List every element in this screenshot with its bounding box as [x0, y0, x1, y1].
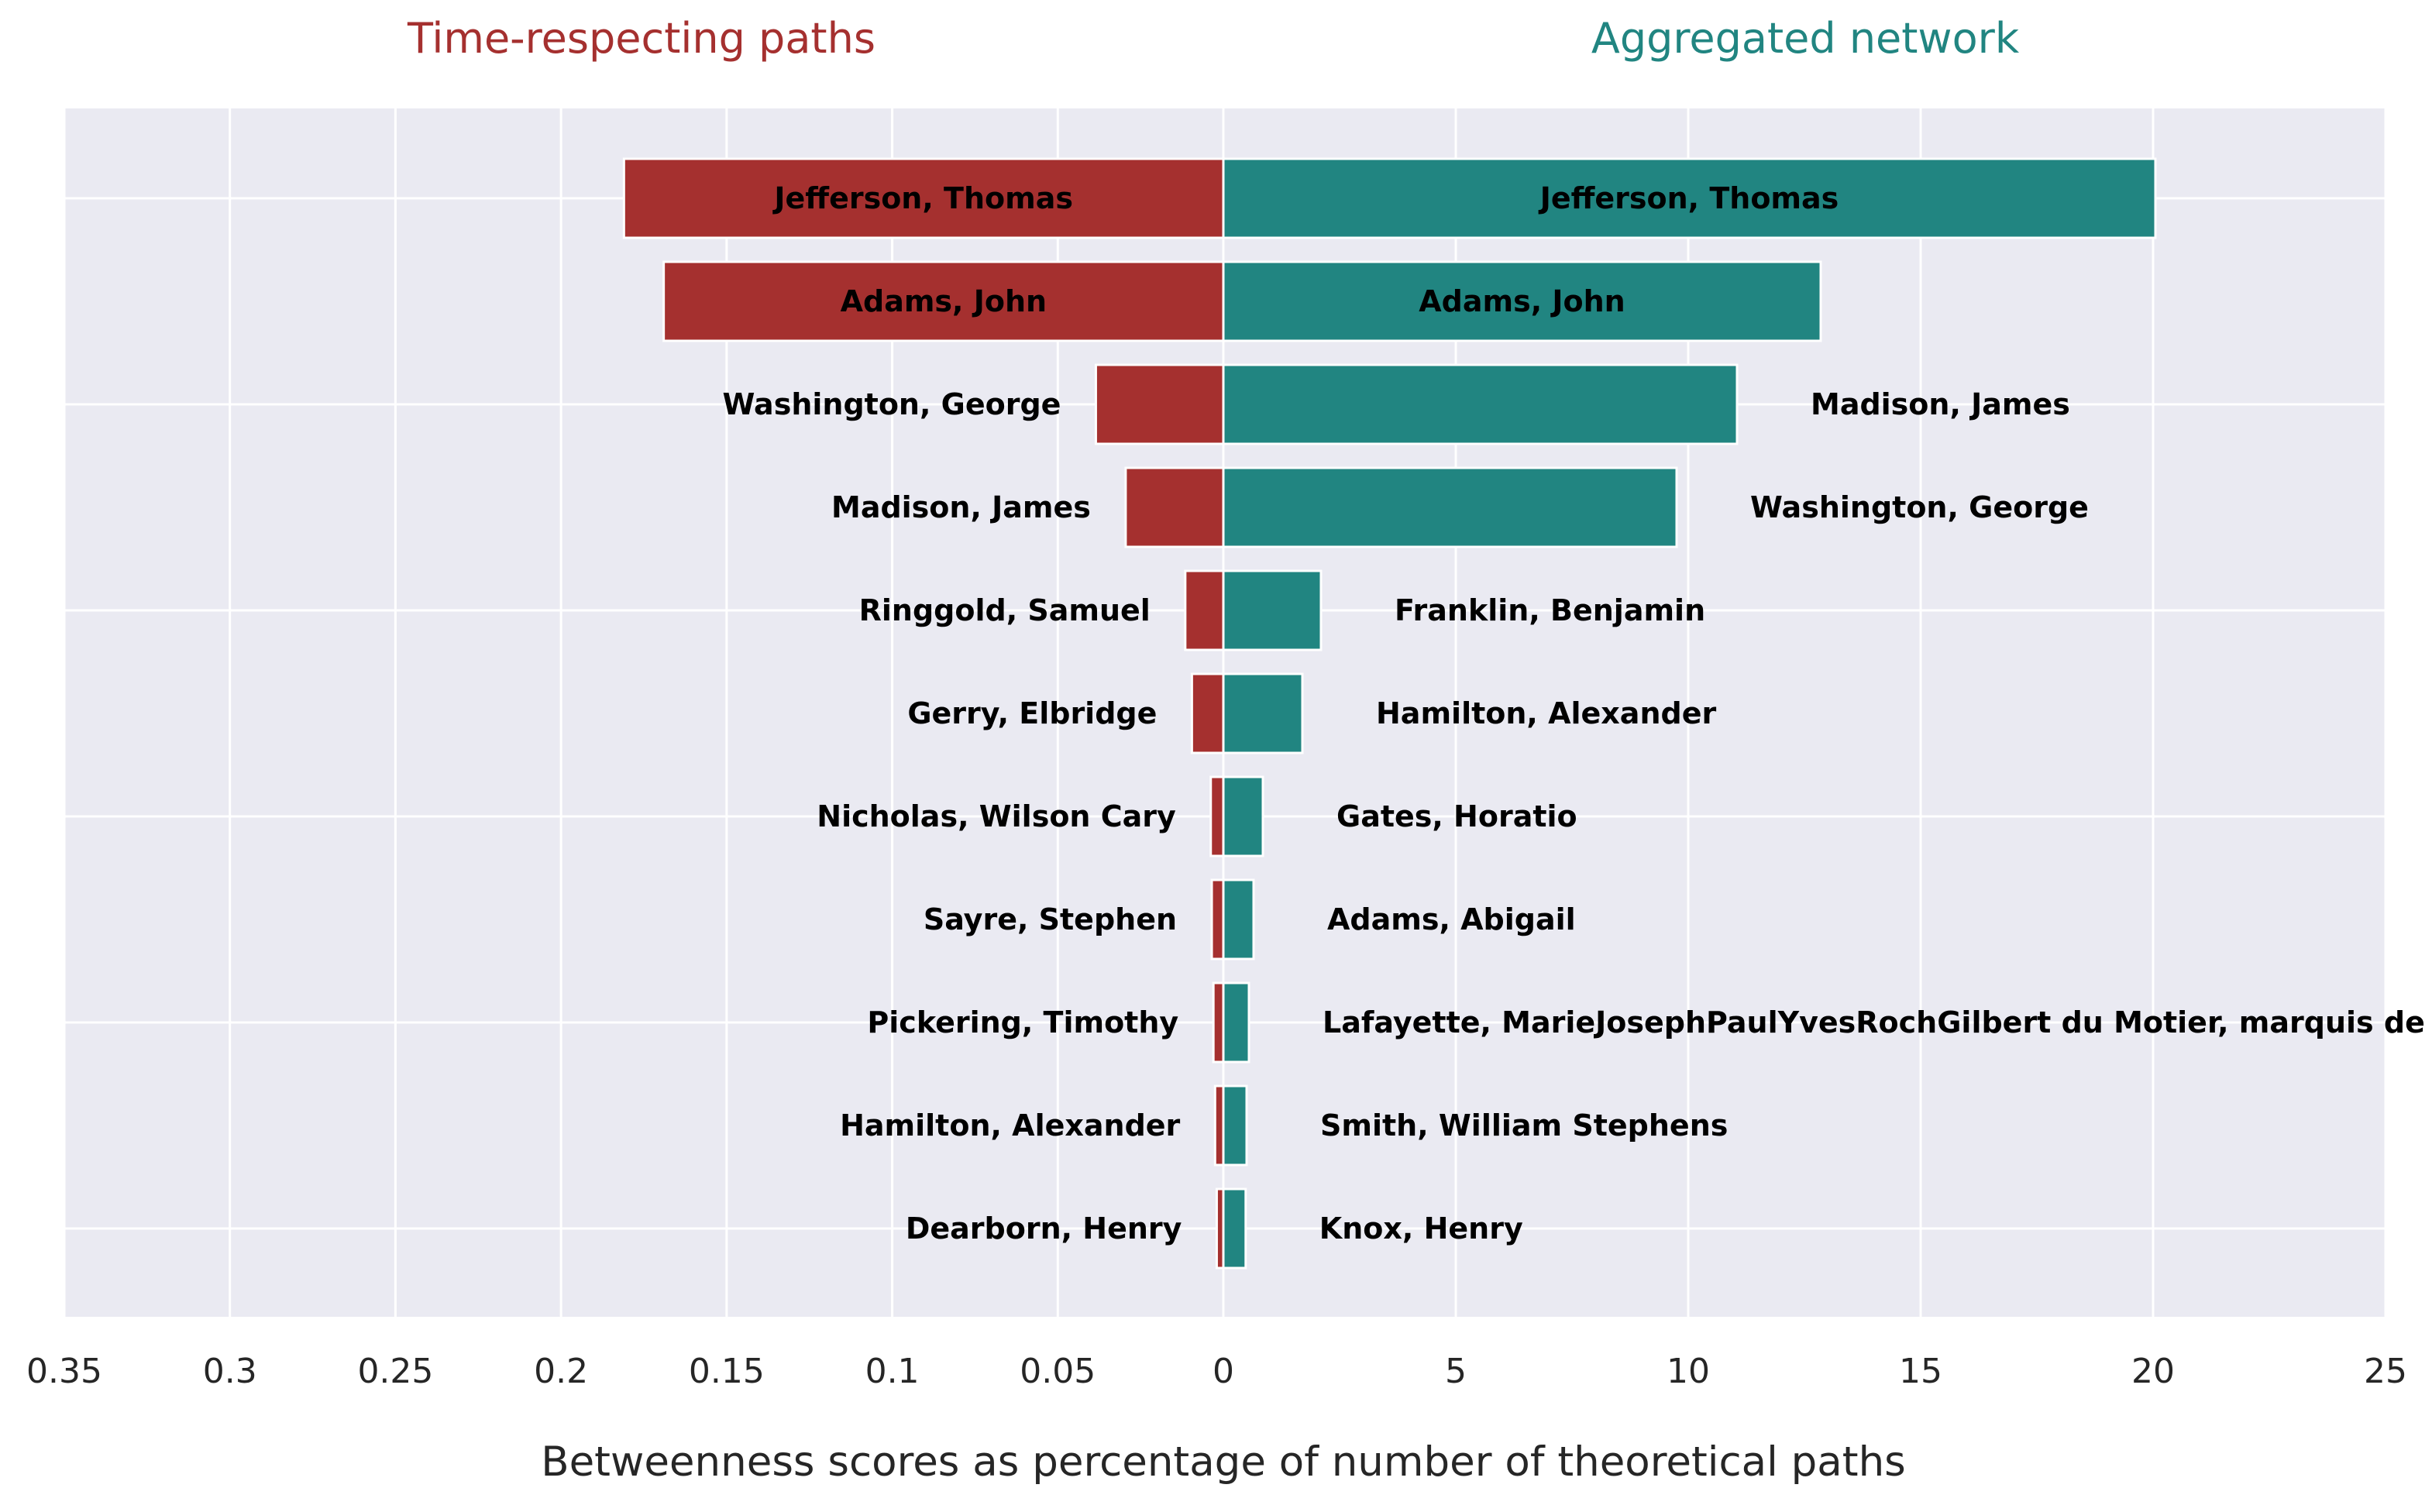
left-bar	[662, 260, 1225, 342]
x-tick-labels: 0.35 0.3 0.25 0.2 0.15 0.1 0.05 0 5 10 15 20 25	[26, 1352, 2407, 1391]
left-bar-label: Ringgold, Samuel	[859, 593, 1151, 627]
right-bar	[1222, 775, 1264, 857]
left-bar	[1213, 1084, 1225, 1167]
left-bar-label: Pickering, Timothy	[867, 1005, 1178, 1040]
right-bar	[1222, 157, 2157, 239]
right-bar	[1222, 981, 1250, 1064]
x-tick-label-right: 10	[1667, 1352, 1710, 1391]
left-bar-label: Dearborn, Henry	[906, 1211, 1182, 1246]
right-bar-label: Franklin, Benjamin	[1395, 593, 1705, 627]
x-tick-label-left: 0.2	[534, 1352, 588, 1391]
left-bar-label: Nicholas, Wilson Cary	[817, 799, 1176, 833]
left-bar	[1190, 672, 1225, 754]
right-bar-label: Hamilton, Alexander	[1376, 696, 1716, 730]
right-panel-title: Aggregated network	[1591, 14, 2020, 63]
right-bar	[1222, 363, 1739, 445]
left-bar-label: Gerry, Elbridge	[907, 696, 1157, 730]
left-bars	[622, 157, 1225, 1270]
x-tick-label-left: 0.3	[203, 1352, 257, 1391]
right-bar-label: Madison, James	[1811, 387, 2070, 421]
x-tick-label-left: 0.05	[1020, 1352, 1096, 1391]
x-tick-label-left: 0.15	[689, 1352, 765, 1391]
x-tick-label-right: 15	[1899, 1352, 1942, 1391]
left-bar-label: Jefferson, Thomas	[772, 181, 1073, 215]
right-bar	[1222, 466, 1678, 548]
right-bar-label: Jefferson, Thomas	[1538, 181, 1839, 215]
right-bar-label: Adams, Abigail	[1327, 902, 1576, 936]
x-tick-label-right: 20	[2131, 1352, 2175, 1391]
right-bar-label: Knox, Henry	[1319, 1211, 1523, 1246]
right-bar-label: Smith, William Stephens	[1320, 1108, 1728, 1143]
left-bar	[622, 157, 1225, 239]
x-axis-label: Betweenness scores as percentage of numb…	[541, 1438, 1906, 1486]
left-bar	[1184, 569, 1225, 651]
left-bar-label: Hamilton, Alexander	[840, 1108, 1180, 1143]
right-bar	[1222, 672, 1304, 754]
bar-labels: Jefferson, Thomas Adams, John Washington, …	[723, 181, 2425, 1246]
right-bar	[1222, 1084, 1248, 1167]
left-bar-label: Sayre, Stephen	[924, 902, 1177, 936]
right-bar	[1222, 260, 1822, 342]
left-bar-label: Madison, James	[831, 490, 1091, 524]
x-tick-label-left: 0.1	[865, 1352, 920, 1391]
right-bar-label: Gates, Horatio	[1336, 799, 1577, 833]
right-bar-label: Washington, George	[1750, 490, 2089, 524]
left-panel-title: Time-respecting paths	[407, 14, 875, 63]
left-bar	[1210, 878, 1225, 960]
right-bar-label: Adams, John	[1419, 284, 1625, 318]
x-tick-label-right: 25	[2364, 1352, 2407, 1391]
right-bar	[1222, 569, 1323, 651]
right-bar	[1222, 1187, 1247, 1270]
x-tick-label-right: 5	[1445, 1352, 1467, 1391]
left-bar-label: Adams, John	[841, 284, 1047, 318]
right-bar-label: Lafayette, MarieJosephPaulYvesRochGilber…	[1323, 1005, 2425, 1040]
right-bar	[1222, 878, 1255, 960]
right-bars	[1222, 157, 2157, 1270]
left-bar	[1094, 363, 1225, 445]
x-tick-label-left: 0	[1213, 1352, 1234, 1391]
left-bar	[1209, 775, 1225, 857]
left-bar	[1124, 466, 1225, 548]
left-bar-label: Washington, George	[723, 387, 1061, 421]
x-tick-label-left: 0.25	[357, 1352, 433, 1391]
x-tick-label-left: 0.35	[26, 1352, 102, 1391]
left-bar	[1212, 981, 1225, 1064]
